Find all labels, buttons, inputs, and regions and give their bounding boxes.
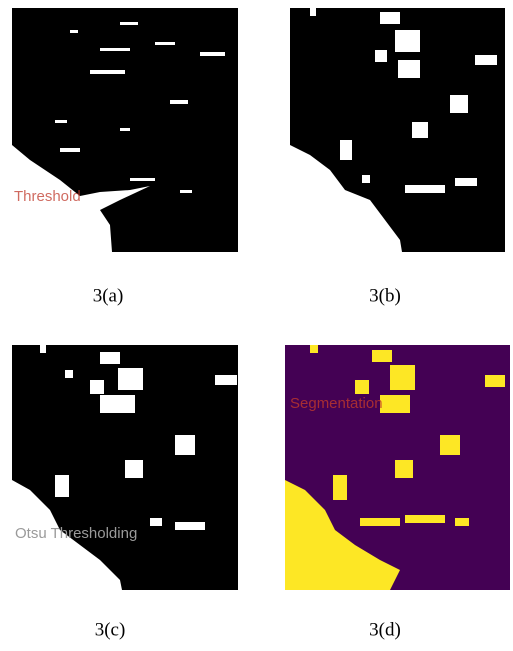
blob <box>100 395 135 413</box>
blob <box>375 50 387 62</box>
blob <box>398 60 420 78</box>
caption: 3(d) <box>369 619 401 640</box>
blob <box>65 370 73 378</box>
blob <box>360 518 400 526</box>
blob <box>40 345 46 353</box>
blob <box>310 8 316 16</box>
blob <box>120 128 130 131</box>
blob <box>455 518 469 526</box>
blob <box>170 100 188 104</box>
blob <box>333 475 347 500</box>
blob <box>405 515 445 523</box>
caption: 3(a) <box>93 285 124 306</box>
blob <box>70 30 78 33</box>
panel-a: Threshold 3(a) <box>12 8 238 306</box>
blob <box>450 95 468 113</box>
panel-d: Segmentation 3(d) <box>285 345 510 640</box>
overlay-text: Otsu Thresholding <box>15 525 137 542</box>
blob <box>118 368 143 390</box>
blob <box>150 518 162 526</box>
blob <box>155 42 175 45</box>
blob <box>380 395 410 413</box>
blob <box>130 178 155 181</box>
blob <box>485 375 505 387</box>
caption: 3(b) <box>369 285 401 306</box>
blob <box>100 48 130 51</box>
blob <box>175 435 195 455</box>
blob <box>395 460 413 478</box>
blob <box>455 178 477 186</box>
overlay-text: Threshold <box>14 188 81 205</box>
blob <box>310 345 318 353</box>
blob <box>120 22 138 25</box>
panel-b: 3(b) <box>290 8 505 306</box>
blob <box>475 55 497 65</box>
blob <box>390 365 415 390</box>
blob <box>355 380 369 394</box>
blob <box>100 352 120 364</box>
blob <box>200 52 225 56</box>
overlay-text: Segmentation <box>290 395 383 412</box>
blob <box>372 350 392 362</box>
blob <box>175 522 205 530</box>
blob <box>55 120 67 123</box>
blob <box>405 185 445 193</box>
blob <box>440 435 460 455</box>
blob <box>395 30 420 52</box>
blob <box>30 240 60 252</box>
blob <box>362 175 370 183</box>
caption: 3(c) <box>95 619 126 640</box>
blob <box>90 70 125 74</box>
blob <box>180 190 192 193</box>
blob <box>55 475 69 497</box>
blob <box>380 12 400 24</box>
blob <box>125 460 143 478</box>
blob <box>412 122 428 138</box>
blob <box>90 380 104 394</box>
panel-c: Otsu Thresholding 3(c) <box>12 345 238 640</box>
blob <box>340 140 352 160</box>
figure: Threshold 3(a) 3(b) Otsu Thresholding <box>0 0 513 651</box>
blob <box>60 148 80 152</box>
blob <box>215 375 237 385</box>
